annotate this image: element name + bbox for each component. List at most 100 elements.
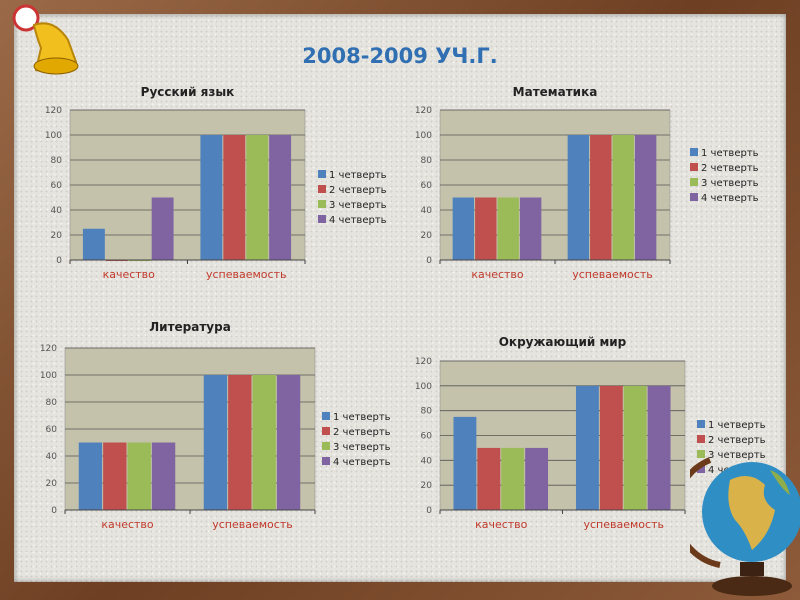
y-tick-label: 20: [51, 231, 63, 241]
bar-3-2: [612, 135, 634, 260]
category-label: качество: [475, 518, 528, 531]
slide-title: 2008-2009 УЧ.Г.: [302, 44, 498, 68]
category-label: успеваемость: [584, 518, 664, 531]
globe-icon: [690, 457, 800, 596]
legend-label: 2 четверть: [329, 185, 387, 196]
y-tick-label: 0: [56, 256, 62, 266]
y-tick-label: 80: [51, 156, 63, 166]
legend-label: 3 четверть: [333, 442, 391, 453]
legend-swatch: [697, 420, 705, 428]
bar-4-1: [151, 442, 176, 510]
y-tick-label: 80: [421, 156, 433, 166]
bar-4-1: [519, 197, 542, 260]
bar-1-1: [78, 442, 103, 510]
y-tick-label: 40: [51, 206, 63, 216]
y-tick-label: 80: [421, 407, 433, 417]
legend-swatch: [690, 193, 698, 201]
bar-1-1: [82, 228, 105, 260]
y-tick-label: 20: [421, 481, 433, 491]
y-tick-label: 40: [421, 456, 433, 466]
y-tick-label: 60: [51, 181, 63, 191]
legend-swatch: [697, 465, 705, 473]
legend-swatch: [697, 435, 705, 443]
bar-1-1: [452, 197, 475, 260]
category-label: успеваемость: [212, 518, 292, 531]
category-label: качество: [103, 268, 156, 281]
legend-label: 4 четверть: [333, 457, 391, 468]
category-label: успеваемость: [572, 268, 652, 281]
legend-label: 1 четверть: [708, 420, 766, 431]
category-label: качество: [101, 518, 154, 531]
chart-title: Математика: [513, 85, 598, 99]
bar-4-2: [276, 375, 301, 510]
bar-2-1: [103, 442, 127, 510]
legend-swatch: [322, 427, 330, 435]
y-tick-label: 20: [46, 479, 58, 489]
legend-label: 3 четверть: [329, 200, 387, 211]
legend-label: 4 четверть: [329, 215, 387, 226]
bell-icon: [12, 4, 79, 75]
chart-title: Русский язык: [141, 85, 235, 99]
bar-4-2: [634, 135, 657, 260]
y-tick-label: 120: [415, 106, 432, 116]
bar-3-2: [252, 375, 276, 510]
chart-title: Окружающий мир: [499, 335, 627, 349]
legend-swatch: [318, 200, 326, 208]
y-tick-label: 40: [421, 206, 433, 216]
legend-swatch: [697, 450, 705, 458]
bar-3-1: [497, 197, 519, 260]
legend-swatch: [322, 442, 330, 450]
y-tick-label: 0: [426, 506, 432, 516]
bar-2-1: [477, 447, 501, 510]
bar-2-2: [599, 385, 623, 510]
bar-3-1: [501, 447, 525, 510]
y-tick-label: 100: [45, 131, 62, 141]
y-tick-label: 0: [426, 256, 432, 266]
y-tick-label: 20: [421, 231, 433, 241]
bar-4-1: [525, 447, 549, 510]
y-tick-label: 100: [415, 131, 432, 141]
bar-4-2: [647, 385, 671, 510]
bar-4-2: [269, 135, 292, 260]
y-tick-label: 60: [421, 432, 433, 442]
legend-swatch: [690, 178, 698, 186]
y-tick-label: 60: [46, 425, 58, 435]
legend-label: 2 четверть: [708, 435, 766, 446]
legend-label: 4 четверть: [701, 193, 759, 204]
legend-swatch: [690, 163, 698, 171]
legend-swatch: [322, 412, 330, 420]
y-tick-label: 60: [421, 181, 433, 191]
y-tick-label: 100: [415, 382, 432, 392]
legend-swatch: [318, 215, 326, 223]
legend-label: 2 четверть: [701, 163, 759, 174]
bar-1-2: [567, 135, 590, 260]
bar-2-1: [475, 197, 497, 260]
y-tick-label: 120: [45, 106, 62, 116]
bar-1-2: [200, 135, 223, 260]
y-tick-label: 80: [46, 398, 58, 408]
legend-label: 3 четверть: [708, 450, 766, 461]
bar-4-1: [151, 197, 174, 260]
bar-2-2: [228, 375, 252, 510]
bar-2-2: [223, 135, 246, 260]
legend-swatch: [318, 170, 326, 178]
legend-swatch: [690, 148, 698, 156]
chart-title: Литература: [149, 320, 231, 334]
y-tick-label: 120: [40, 344, 57, 354]
y-tick-label: 40: [46, 452, 58, 462]
y-tick-label: 0: [51, 506, 57, 516]
bar-3-1: [127, 442, 151, 510]
legend-label: 3 четверть: [701, 178, 759, 189]
bar-2-2: [590, 135, 612, 260]
legend-label: 2 четверть: [333, 427, 391, 438]
y-tick-label: 120: [415, 357, 432, 367]
bar-3-2: [623, 385, 647, 510]
bar-1-1: [453, 416, 477, 510]
legend-swatch: [322, 457, 330, 465]
legend-label: 1 четверть: [701, 148, 759, 159]
category-label: успеваемость: [206, 268, 286, 281]
bar-3-2: [246, 135, 269, 260]
bar-1-2: [575, 385, 599, 510]
bar-1-2: [203, 375, 228, 510]
